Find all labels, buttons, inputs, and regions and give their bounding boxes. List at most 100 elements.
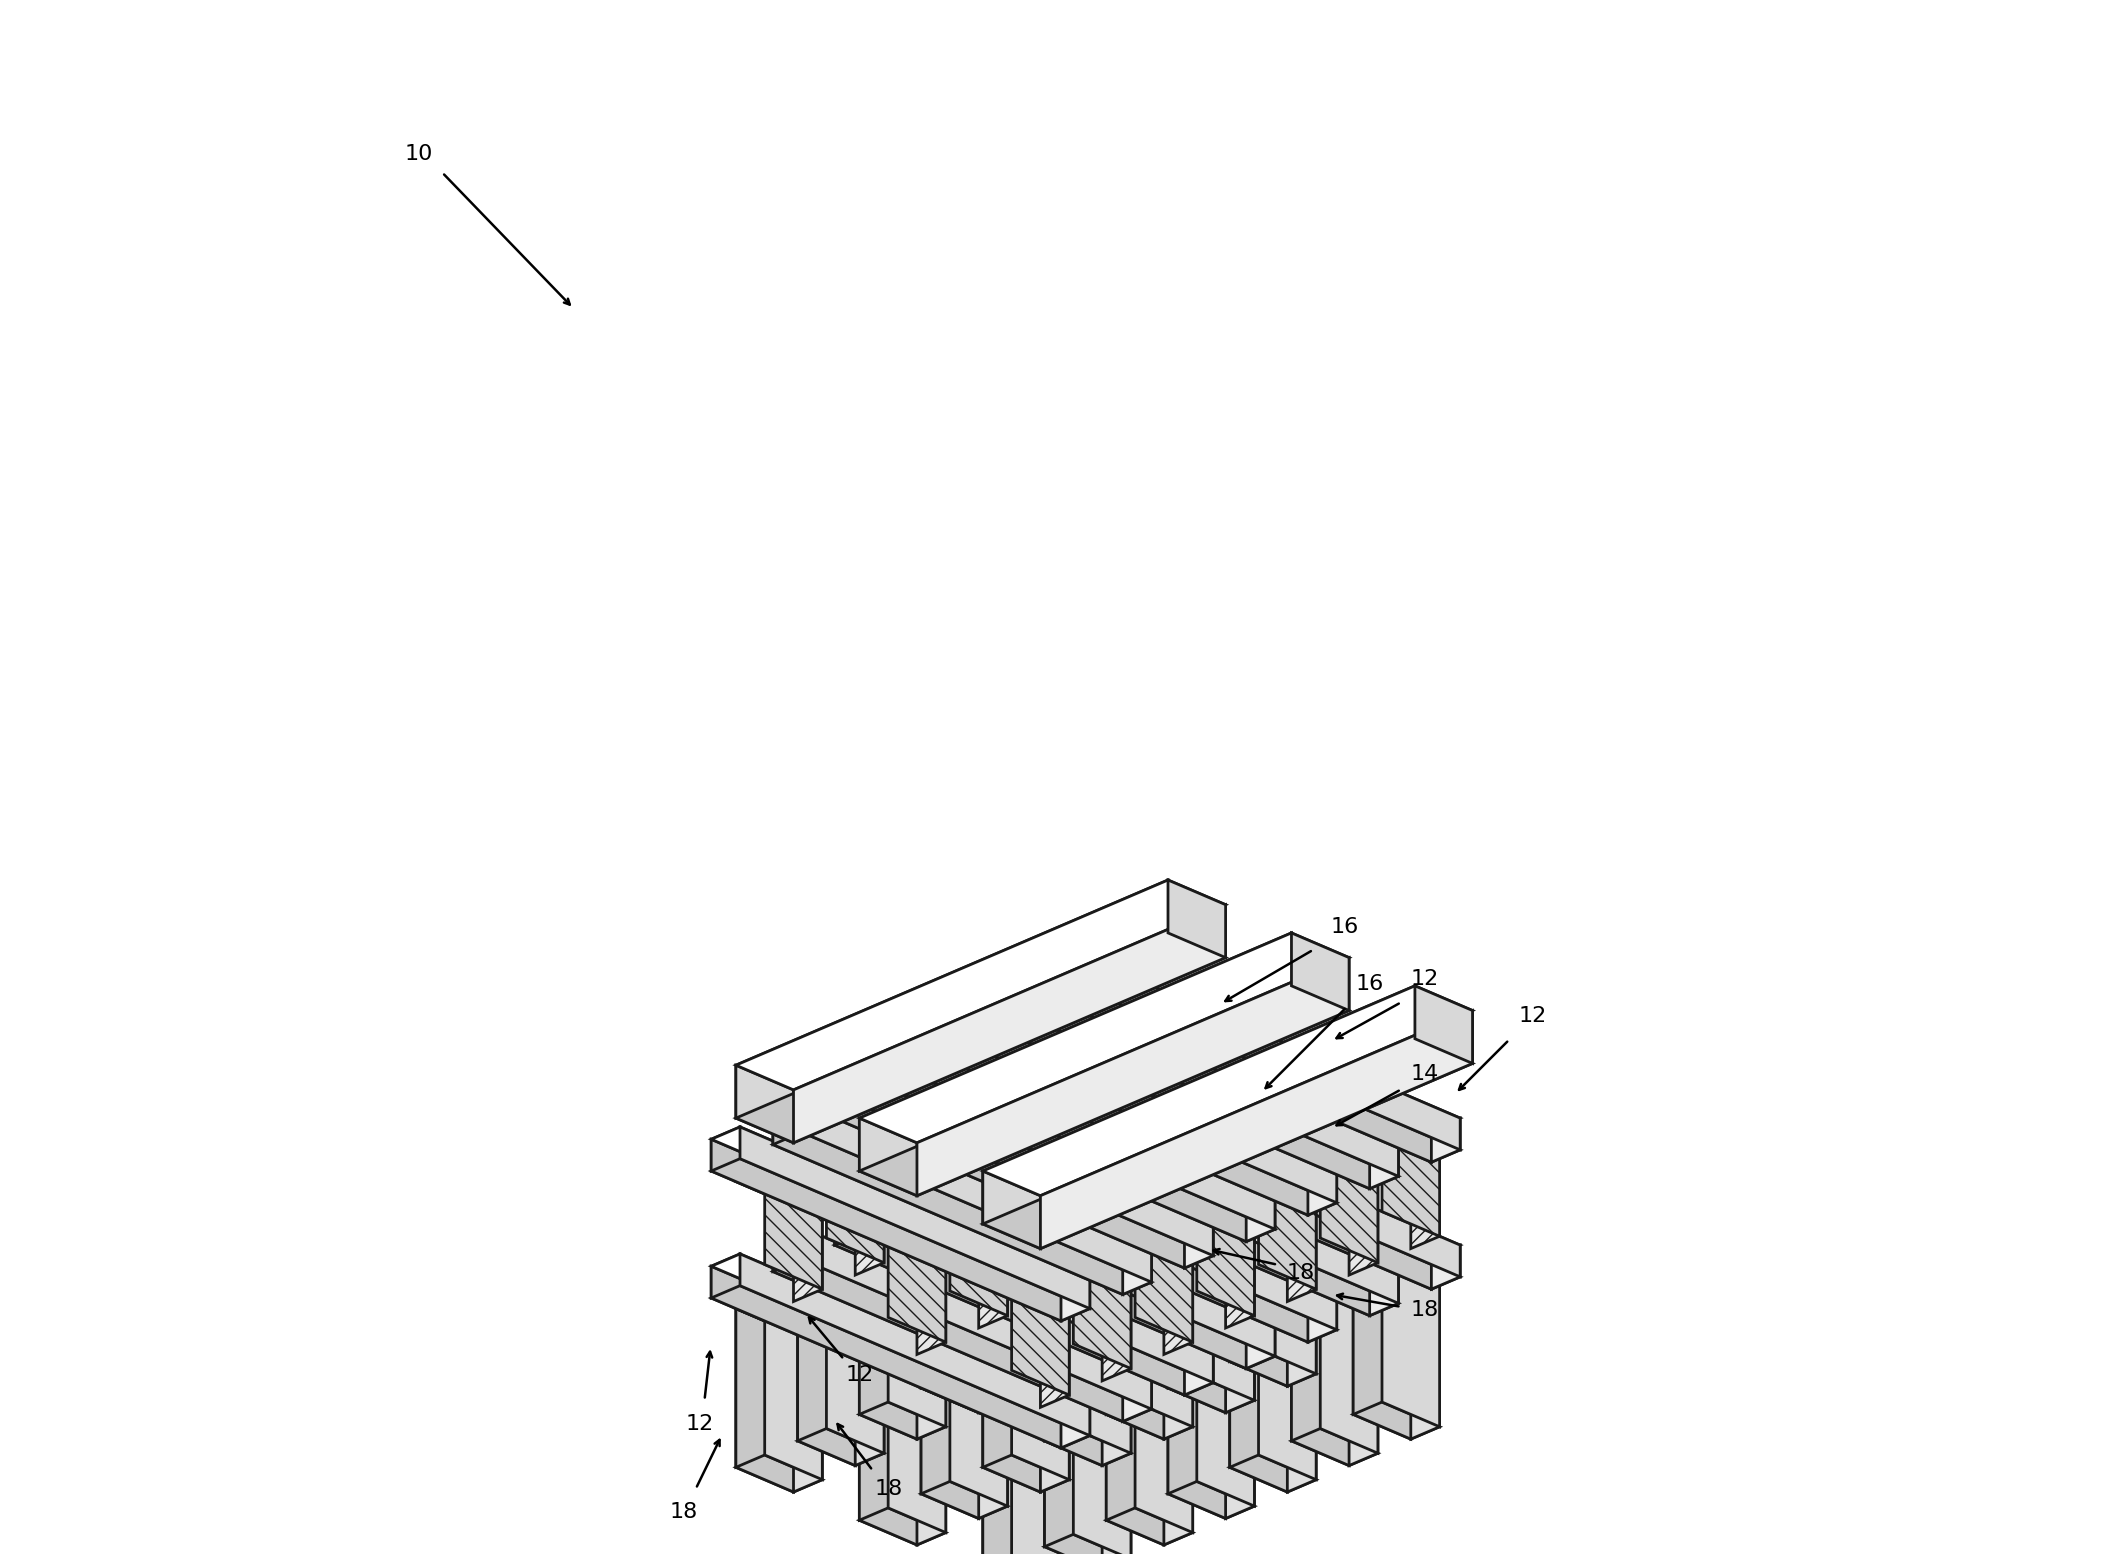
Polygon shape — [895, 1207, 1275, 1369]
Polygon shape — [855, 1294, 885, 1466]
Polygon shape — [1048, 1122, 1398, 1303]
Polygon shape — [1044, 1269, 1074, 1441]
Polygon shape — [711, 1127, 1091, 1289]
Polygon shape — [1101, 1294, 1131, 1466]
Polygon shape — [772, 1239, 1123, 1422]
Polygon shape — [859, 1255, 917, 1439]
Polygon shape — [1074, 1269, 1131, 1453]
Polygon shape — [1040, 1214, 1069, 1386]
Polygon shape — [1082, 1127, 1460, 1289]
Polygon shape — [959, 1033, 1307, 1214]
Polygon shape — [982, 1063, 1069, 1101]
Polygon shape — [982, 1308, 1040, 1492]
Polygon shape — [925, 1047, 1275, 1229]
Polygon shape — [1167, 1481, 1254, 1519]
Polygon shape — [1106, 1150, 1163, 1333]
Polygon shape — [1040, 1088, 1069, 1196]
Polygon shape — [1123, 1250, 1152, 1294]
Polygon shape — [1354, 1116, 1439, 1154]
Polygon shape — [982, 1038, 1473, 1249]
Polygon shape — [736, 933, 1227, 1143]
Polygon shape — [1411, 1268, 1439, 1439]
Polygon shape — [859, 1243, 889, 1414]
Polygon shape — [1288, 1214, 1316, 1386]
Polygon shape — [802, 1227, 1152, 1410]
Polygon shape — [921, 1196, 1008, 1233]
Polygon shape — [889, 1349, 946, 1533]
Polygon shape — [772, 1132, 1152, 1294]
Polygon shape — [1167, 1090, 1254, 1127]
Polygon shape — [1163, 1163, 1193, 1333]
Polygon shape — [736, 1308, 794, 1492]
Polygon shape — [921, 1335, 978, 1519]
Polygon shape — [1135, 1349, 1193, 1533]
Polygon shape — [802, 1101, 1152, 1282]
Polygon shape — [1292, 933, 1350, 1010]
Polygon shape — [1106, 1402, 1193, 1439]
Polygon shape — [855, 1168, 885, 1275]
Polygon shape — [1135, 1243, 1193, 1427]
Polygon shape — [772, 1101, 1152, 1263]
Polygon shape — [1354, 1255, 1411, 1439]
Polygon shape — [1044, 1428, 1131, 1466]
Polygon shape — [987, 1021, 1337, 1204]
Polygon shape — [834, 1074, 864, 1118]
Polygon shape — [711, 1127, 741, 1171]
Polygon shape — [1082, 1001, 1460, 1163]
Polygon shape — [982, 1204, 1040, 1386]
Polygon shape — [1012, 1402, 1069, 1561]
Polygon shape — [1258, 1296, 1316, 1480]
Polygon shape — [917, 1247, 946, 1355]
Text: 16: 16 — [1356, 974, 1384, 994]
Polygon shape — [1040, 1300, 1069, 1408]
Polygon shape — [982, 1171, 1040, 1249]
Polygon shape — [921, 1322, 1008, 1360]
Polygon shape — [1040, 1194, 1069, 1302]
Polygon shape — [711, 1266, 1061, 1449]
Polygon shape — [1163, 1268, 1193, 1439]
Polygon shape — [895, 1060, 1246, 1241]
Polygon shape — [711, 1253, 741, 1299]
Polygon shape — [1350, 1168, 1377, 1275]
Polygon shape — [1381, 1116, 1439, 1236]
Polygon shape — [1040, 1427, 1069, 1561]
Polygon shape — [917, 1268, 946, 1439]
Polygon shape — [1288, 1088, 1316, 1196]
Polygon shape — [1231, 1308, 1288, 1492]
Polygon shape — [982, 1275, 1069, 1313]
Polygon shape — [859, 1402, 946, 1439]
Polygon shape — [1197, 1218, 1254, 1400]
Polygon shape — [736, 1296, 823, 1333]
Polygon shape — [978, 1347, 1008, 1519]
Polygon shape — [711, 1140, 1061, 1321]
Polygon shape — [959, 1052, 1337, 1214]
Polygon shape — [764, 1169, 823, 1289]
Polygon shape — [741, 1127, 1091, 1308]
Polygon shape — [921, 1218, 1008, 1253]
Polygon shape — [982, 1414, 1040, 1561]
Polygon shape — [895, 1174, 925, 1219]
Polygon shape — [895, 1047, 1275, 1210]
Polygon shape — [1061, 1277, 1091, 1321]
Polygon shape — [1167, 1335, 1227, 1519]
Polygon shape — [951, 1322, 1008, 1506]
Polygon shape — [889, 1222, 946, 1342]
Polygon shape — [1044, 1037, 1131, 1074]
Polygon shape — [1231, 1296, 1316, 1333]
Polygon shape — [1320, 1269, 1377, 1453]
Polygon shape — [1110, 1096, 1460, 1277]
Polygon shape — [1184, 1224, 1214, 1268]
Polygon shape — [736, 1455, 823, 1492]
Polygon shape — [1074, 1037, 1131, 1157]
Polygon shape — [794, 1321, 823, 1492]
Polygon shape — [859, 1349, 946, 1386]
Polygon shape — [1246, 1197, 1275, 1241]
Polygon shape — [959, 1021, 1337, 1183]
Polygon shape — [982, 1169, 1069, 1207]
Polygon shape — [1106, 1138, 1193, 1174]
Polygon shape — [1044, 1534, 1131, 1561]
Polygon shape — [921, 1218, 951, 1388]
Polygon shape — [1061, 1403, 1091, 1449]
Polygon shape — [1197, 1196, 1254, 1316]
Polygon shape — [917, 1374, 946, 1545]
